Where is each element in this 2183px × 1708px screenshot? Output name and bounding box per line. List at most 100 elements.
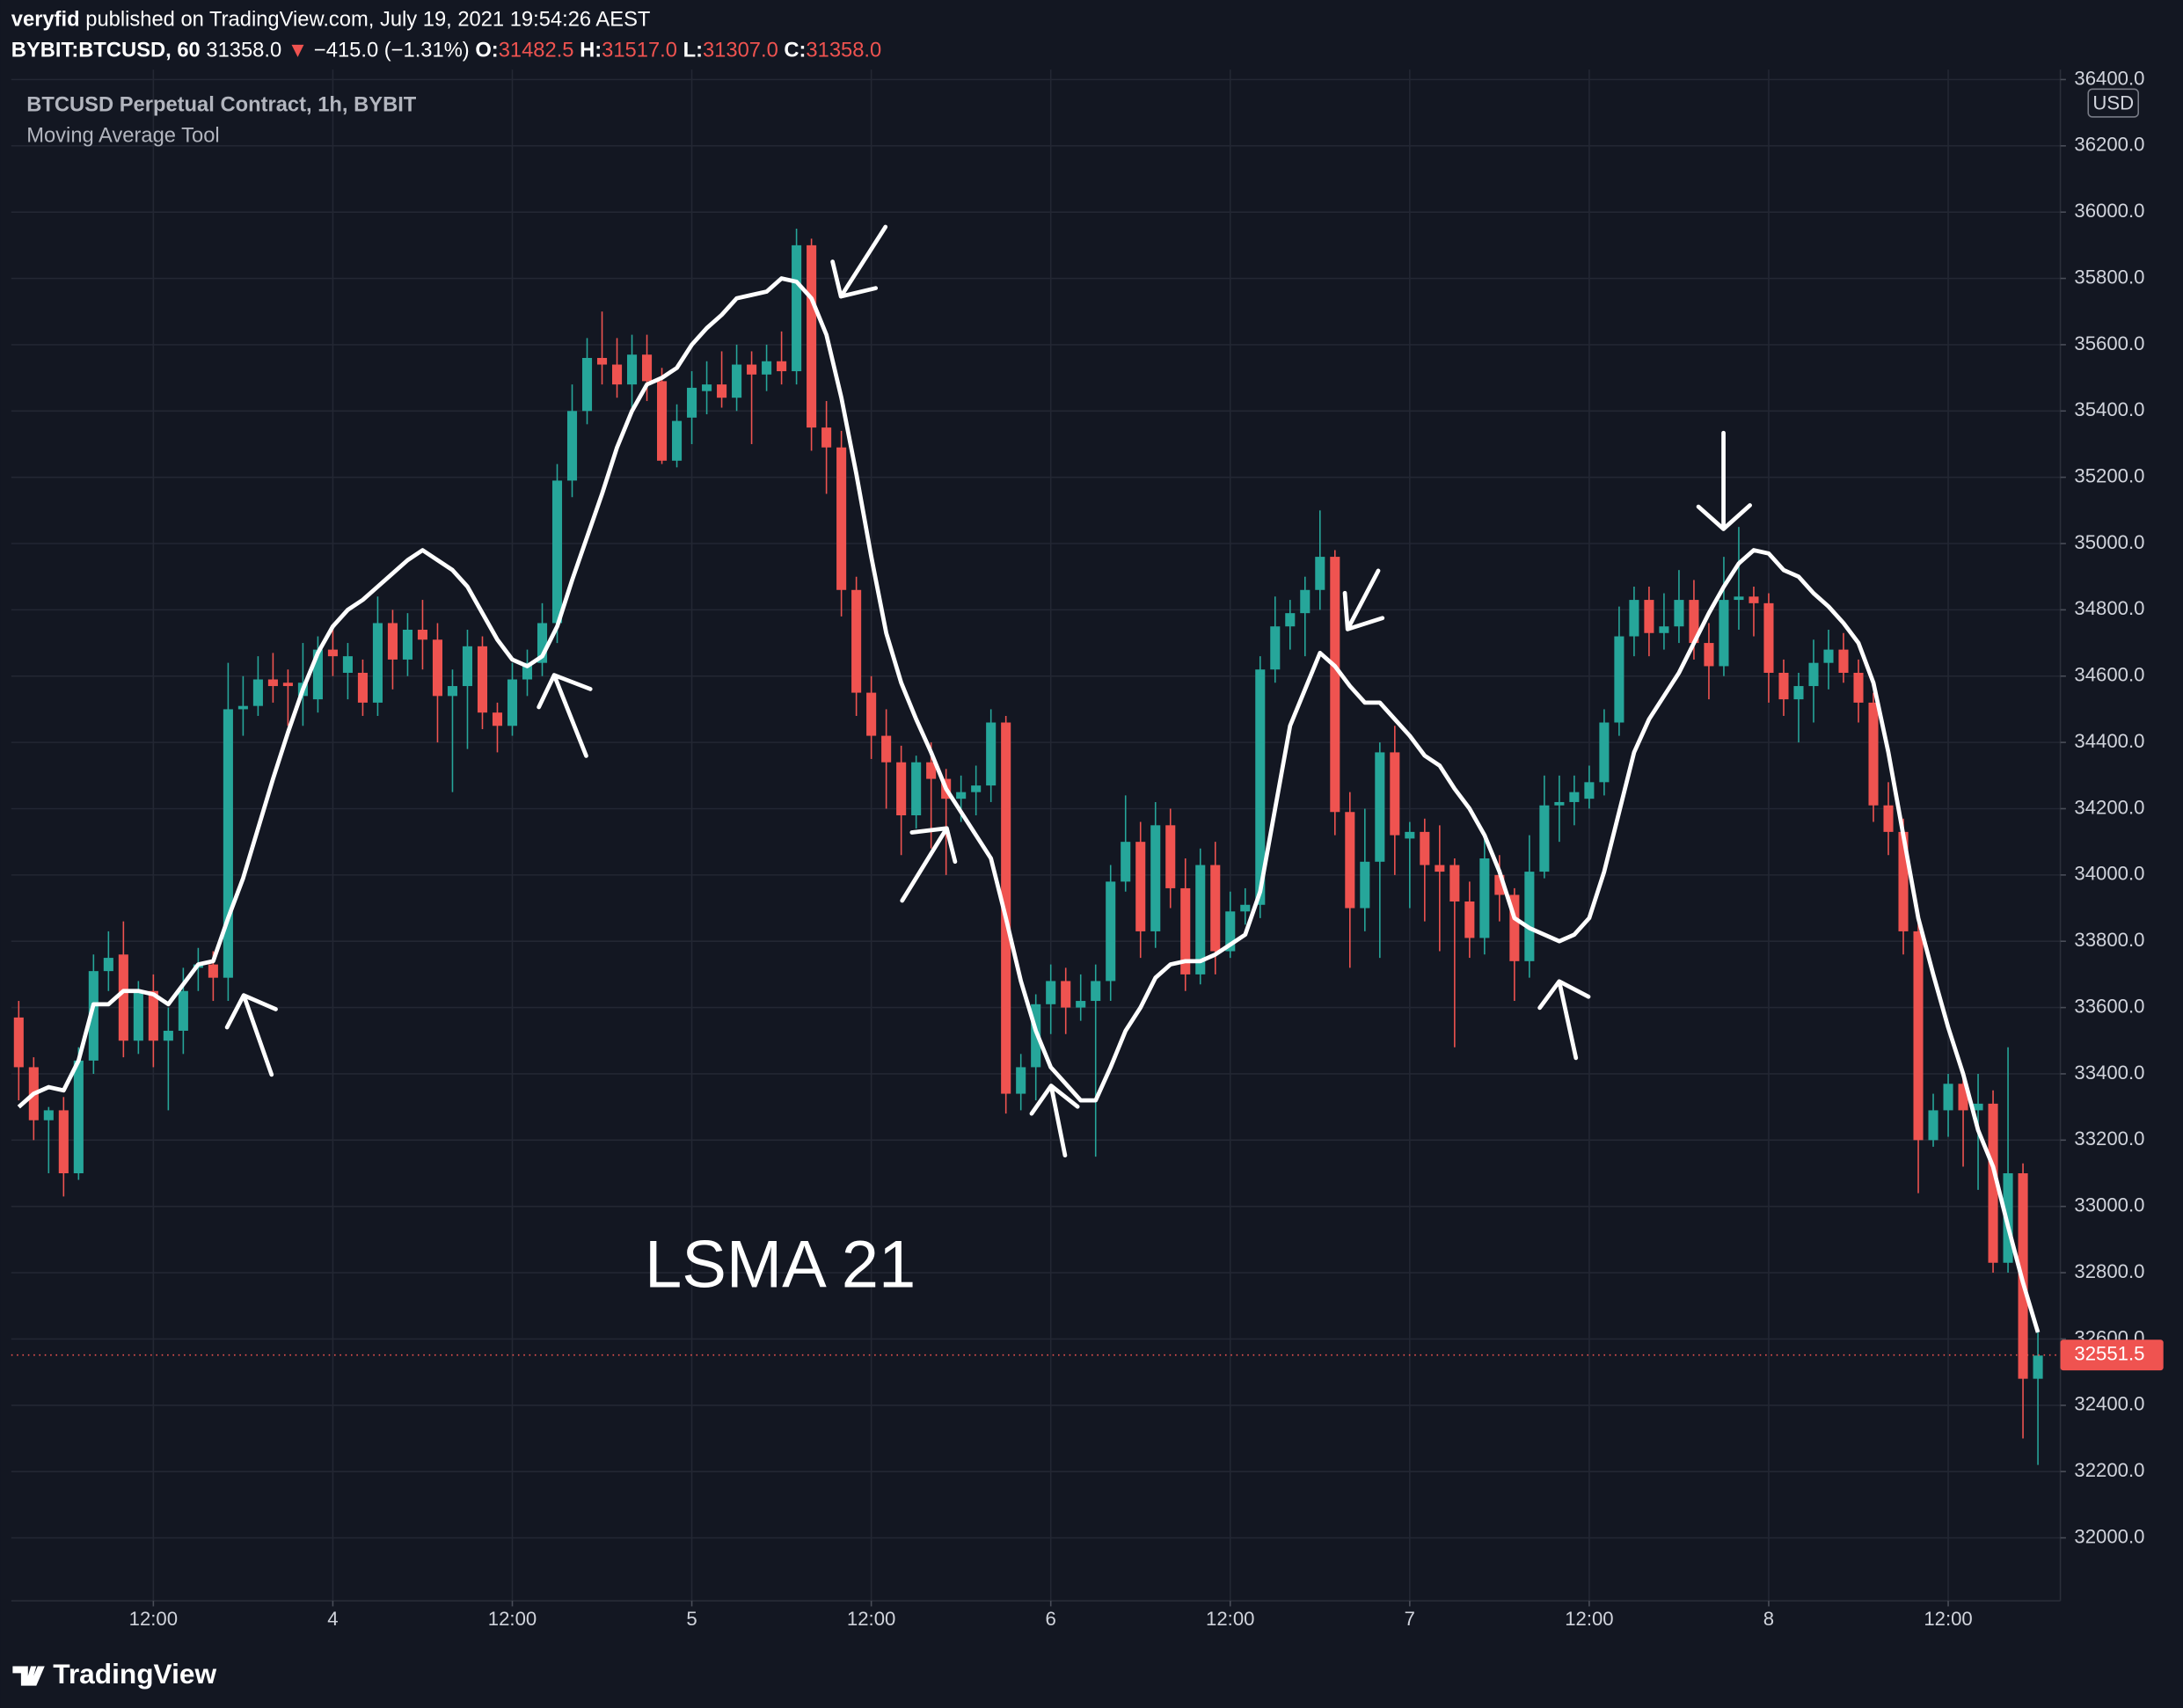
candle-body bbox=[1659, 626, 1669, 633]
unit-box bbox=[2087, 88, 2139, 118]
field-label: L: bbox=[683, 40, 703, 62]
candle-body bbox=[223, 709, 233, 978]
quote: BYBIT:BTCUSD, 60 31358.0 ▼ −415.0 (−1.31… bbox=[11, 40, 881, 62]
candle-body bbox=[1046, 981, 1056, 1004]
unit: USD bbox=[2092, 92, 2134, 114]
candle-body bbox=[133, 990, 143, 1041]
header: veryfid published on TradingView.com, Ju… bbox=[11, 9, 651, 32]
y-tick-label: 32000.0 bbox=[2074, 1525, 2144, 1547]
y-tick-label: 35600.0 bbox=[2074, 332, 2144, 354]
candle-body bbox=[327, 649, 338, 657]
candle-body bbox=[1599, 722, 1610, 783]
candle-body bbox=[208, 964, 218, 978]
candle-body bbox=[836, 447, 847, 590]
x-tick-label: 12:00 bbox=[129, 1608, 178, 1630]
candle-body bbox=[1135, 842, 1146, 931]
arrow bbox=[224, 993, 278, 1077]
symbol: BYBIT:BTCUSD, 60 bbox=[11, 40, 201, 62]
candle-body bbox=[596, 357, 608, 365]
candle-body bbox=[566, 411, 578, 481]
logo-icon bbox=[12, 1666, 45, 1686]
candle-body bbox=[1793, 686, 1804, 700]
candle-body bbox=[1464, 901, 1475, 938]
candle-body bbox=[1958, 1084, 1968, 1111]
candle-body bbox=[1853, 672, 1864, 703]
candle-body bbox=[896, 762, 907, 816]
candle-body bbox=[1330, 557, 1340, 813]
candle-body bbox=[1091, 981, 1101, 1002]
arrow bbox=[1537, 979, 1591, 1061]
candle-body bbox=[1061, 981, 1071, 1008]
candle-body bbox=[237, 705, 248, 710]
candle-body bbox=[956, 792, 967, 799]
candle-body bbox=[1479, 858, 1490, 938]
candle-body bbox=[43, 1110, 54, 1120]
arrow bbox=[537, 673, 593, 758]
candle-body bbox=[13, 1017, 24, 1068]
candle-body bbox=[1898, 831, 1909, 931]
x-tick-label: 6 bbox=[1046, 1608, 1056, 1630]
brand: TradingView bbox=[53, 1658, 216, 1690]
candle-body bbox=[537, 623, 548, 663]
candle-body bbox=[417, 629, 428, 640]
candle-body bbox=[477, 646, 488, 713]
candle-body bbox=[1016, 1067, 1026, 1094]
candle-body bbox=[1674, 600, 1684, 627]
candle-body bbox=[747, 364, 757, 375]
candle-body bbox=[851, 589, 862, 693]
y-tick-label: 32200.0 bbox=[2074, 1459, 2144, 1481]
last: 31358.0 bbox=[206, 40, 281, 62]
x-tick-label: 4 bbox=[327, 1608, 338, 1630]
candle-body bbox=[1165, 825, 1176, 888]
candle-body bbox=[1345, 812, 1355, 909]
candle-body bbox=[1435, 865, 1445, 872]
change: −415.0 (−1.31%) bbox=[314, 40, 470, 62]
candle-body bbox=[312, 649, 323, 700]
y-tick-label: 36200.0 bbox=[2074, 134, 2144, 156]
y-tick-label: 34800.0 bbox=[2074, 597, 2144, 619]
candle-body bbox=[1300, 589, 1311, 614]
candle-body bbox=[163, 1030, 173, 1041]
field-value: 31517.0 bbox=[602, 40, 677, 62]
arrow bbox=[1342, 568, 1385, 631]
candle-body bbox=[1704, 643, 1714, 667]
field-label: C: bbox=[784, 40, 806, 62]
candle-body bbox=[657, 381, 668, 461]
candle-body bbox=[372, 623, 383, 703]
candle-body bbox=[672, 420, 683, 461]
candle-body bbox=[402, 629, 413, 660]
candle-body bbox=[342, 656, 353, 673]
y-tick-label: 33600.0 bbox=[2074, 995, 2144, 1017]
candle-body bbox=[1614, 636, 1624, 723]
candle-body bbox=[73, 1060, 84, 1174]
candle-body bbox=[926, 762, 937, 779]
candle-body bbox=[1988, 1103, 1998, 1263]
candle-body bbox=[1913, 931, 1924, 1141]
candle-body bbox=[687, 387, 697, 418]
footer: TradingView bbox=[12, 1658, 216, 1690]
candle-body bbox=[1838, 649, 1849, 673]
candle-body bbox=[1509, 894, 1520, 961]
y-tick-label: 32400.0 bbox=[2074, 1393, 2144, 1415]
candle-body bbox=[1390, 752, 1400, 836]
candle-body bbox=[1240, 904, 1251, 912]
candle-body bbox=[1823, 649, 1834, 663]
candle-body bbox=[1360, 861, 1370, 909]
candle-body bbox=[1524, 872, 1535, 961]
candle-body bbox=[1405, 831, 1415, 839]
candle-body bbox=[1928, 1110, 1938, 1141]
candle-body bbox=[1943, 1084, 1953, 1111]
x-tick-label: 8 bbox=[1763, 1608, 1774, 1630]
candle-body bbox=[1749, 596, 1759, 603]
candle-body bbox=[1121, 842, 1131, 882]
candle-body bbox=[522, 662, 533, 680]
y-tick-label: 36000.0 bbox=[2074, 200, 2144, 222]
y-tick-label: 34200.0 bbox=[2074, 796, 2144, 818]
candle-body bbox=[387, 623, 398, 660]
candle-body bbox=[1689, 600, 1699, 644]
y-tick-label: 33200.0 bbox=[2074, 1128, 2144, 1150]
candle-body bbox=[447, 686, 458, 697]
y-tick-label: 33000.0 bbox=[2074, 1194, 2144, 1216]
candle-body bbox=[732, 364, 742, 398]
